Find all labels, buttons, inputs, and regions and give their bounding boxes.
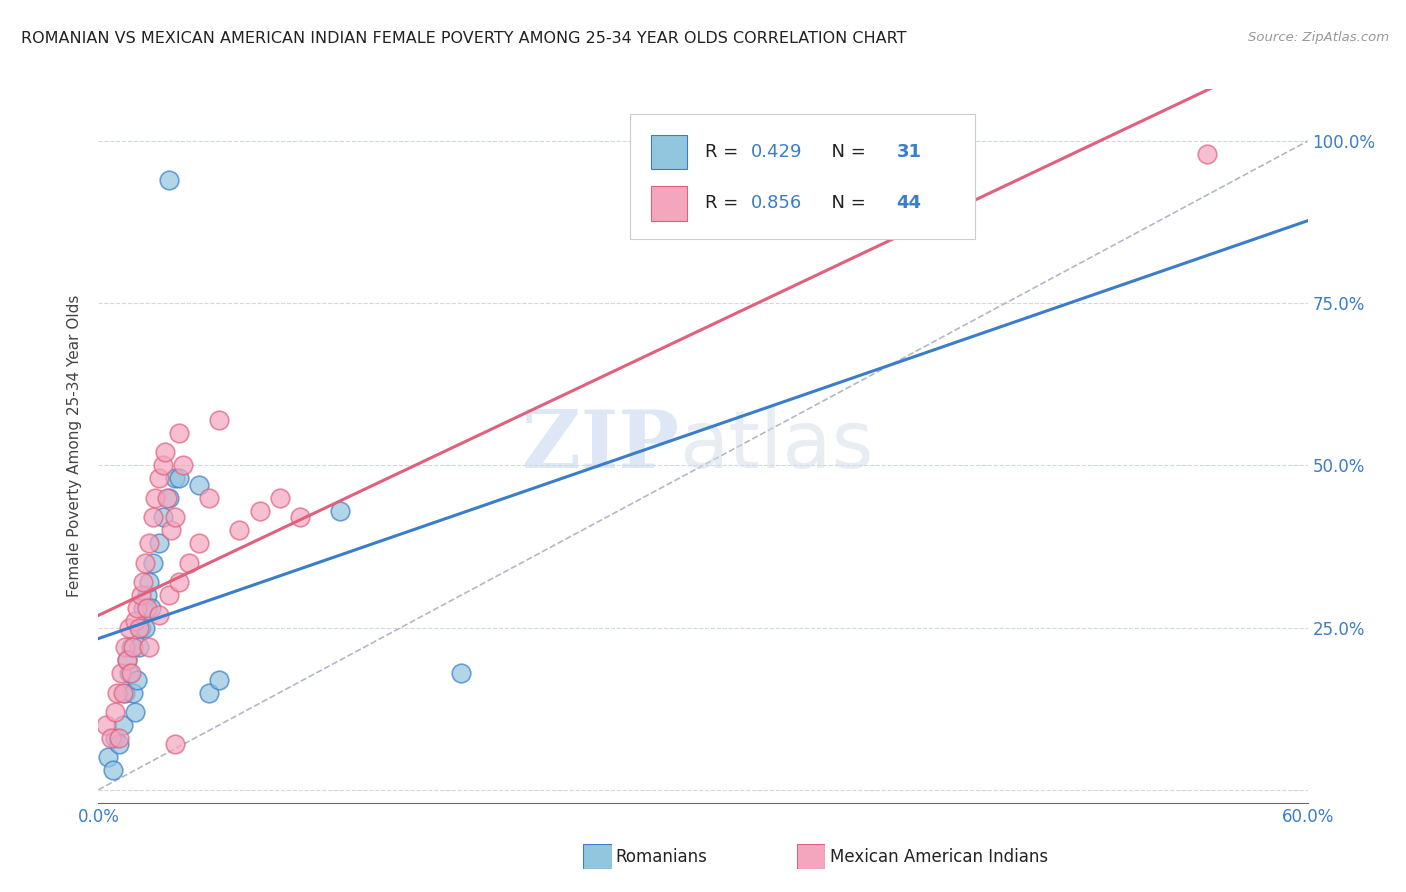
Point	[107, 731, 129, 745]
Point	[249, 504, 271, 518]
Point	[153, 445, 176, 459]
Text: Mexican American Indians: Mexican American Indians	[830, 848, 1047, 866]
Point	[142, 556, 165, 570]
Text: R =: R =	[706, 143, 744, 161]
Point	[157, 491, 180, 505]
Text: N =: N =	[820, 194, 872, 212]
Point	[132, 575, 155, 590]
Point	[121, 685, 143, 699]
Point	[118, 621, 141, 635]
Point	[198, 685, 221, 699]
Text: 44: 44	[897, 194, 921, 212]
Point	[138, 536, 160, 550]
Point	[134, 556, 156, 570]
Point	[139, 601, 162, 615]
FancyBboxPatch shape	[651, 135, 688, 169]
Point	[188, 536, 211, 550]
Point	[163, 471, 186, 485]
Point	[107, 738, 129, 752]
Text: ZIP: ZIP	[522, 407, 679, 485]
Point	[124, 705, 146, 719]
Point	[110, 666, 132, 681]
Point	[160, 524, 183, 538]
Point	[450, 666, 472, 681]
Point	[142, 510, 165, 524]
Point	[167, 575, 190, 590]
Point	[111, 685, 134, 699]
Point	[208, 413, 231, 427]
Point	[114, 640, 136, 654]
Point	[129, 621, 152, 635]
Point	[103, 705, 125, 719]
Point	[138, 640, 160, 654]
Point	[1195, 147, 1218, 161]
FancyBboxPatch shape	[630, 114, 976, 239]
Point	[269, 491, 291, 505]
Point	[163, 738, 186, 752]
Point	[135, 601, 157, 615]
Point	[148, 536, 170, 550]
Point	[128, 621, 150, 635]
Point	[163, 510, 186, 524]
Point	[125, 601, 148, 615]
Point	[288, 510, 311, 524]
Point	[329, 504, 352, 518]
Point	[97, 750, 120, 764]
Text: N =: N =	[820, 143, 872, 161]
Text: R =: R =	[706, 194, 744, 212]
Point	[157, 173, 180, 187]
Point	[172, 458, 194, 473]
Point	[120, 640, 142, 654]
Point	[120, 666, 142, 681]
Point	[135, 588, 157, 602]
Point	[100, 731, 122, 745]
Point	[128, 640, 150, 654]
Point	[152, 510, 174, 524]
Point	[228, 524, 250, 538]
Point	[152, 458, 174, 473]
FancyBboxPatch shape	[651, 186, 688, 220]
Point	[134, 621, 156, 635]
Text: Source: ZipAtlas.com: Source: ZipAtlas.com	[1249, 31, 1389, 45]
Y-axis label: Female Poverty Among 25-34 Year Olds: Female Poverty Among 25-34 Year Olds	[67, 295, 83, 597]
Point	[148, 471, 170, 485]
Point	[125, 673, 148, 687]
Point	[101, 764, 124, 778]
Point	[148, 607, 170, 622]
Point	[198, 491, 221, 505]
Point	[129, 588, 152, 602]
Point	[124, 614, 146, 628]
Point	[167, 471, 190, 485]
Point	[156, 491, 179, 505]
Point	[103, 731, 125, 745]
Text: 0.856: 0.856	[751, 194, 803, 212]
Point	[138, 575, 160, 590]
Point	[115, 653, 138, 667]
Point	[121, 640, 143, 654]
Point	[143, 491, 166, 505]
Point	[157, 588, 180, 602]
Point	[96, 718, 118, 732]
Point	[208, 673, 231, 687]
Text: ROMANIAN VS MEXICAN AMERICAN INDIAN FEMALE POVERTY AMONG 25-34 YEAR OLDS CORRELA: ROMANIAN VS MEXICAN AMERICAN INDIAN FEMA…	[21, 31, 907, 46]
Text: 0.429: 0.429	[751, 143, 803, 161]
Point	[111, 718, 134, 732]
Point	[167, 425, 190, 440]
Point	[179, 556, 201, 570]
Text: Romanians: Romanians	[616, 848, 707, 866]
Text: 31: 31	[897, 143, 921, 161]
Text: atlas: atlas	[679, 407, 873, 485]
Point	[132, 601, 155, 615]
Point	[114, 685, 136, 699]
Point	[118, 666, 141, 681]
Point	[115, 653, 138, 667]
Point	[188, 478, 211, 492]
Point	[105, 685, 128, 699]
